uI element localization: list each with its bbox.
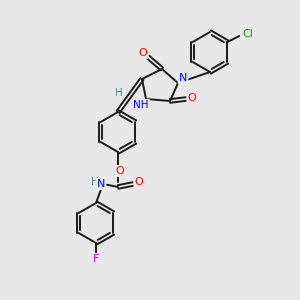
Text: O: O bbox=[188, 93, 196, 103]
Text: H: H bbox=[115, 88, 123, 98]
Text: F: F bbox=[93, 254, 99, 264]
Text: NH: NH bbox=[133, 100, 149, 110]
Text: O: O bbox=[135, 177, 143, 187]
Text: O: O bbox=[139, 48, 147, 58]
Text: O: O bbox=[116, 166, 124, 176]
Text: Cl: Cl bbox=[242, 29, 253, 39]
Text: N: N bbox=[179, 73, 187, 83]
Text: H: H bbox=[91, 177, 99, 187]
Text: N: N bbox=[97, 179, 105, 189]
